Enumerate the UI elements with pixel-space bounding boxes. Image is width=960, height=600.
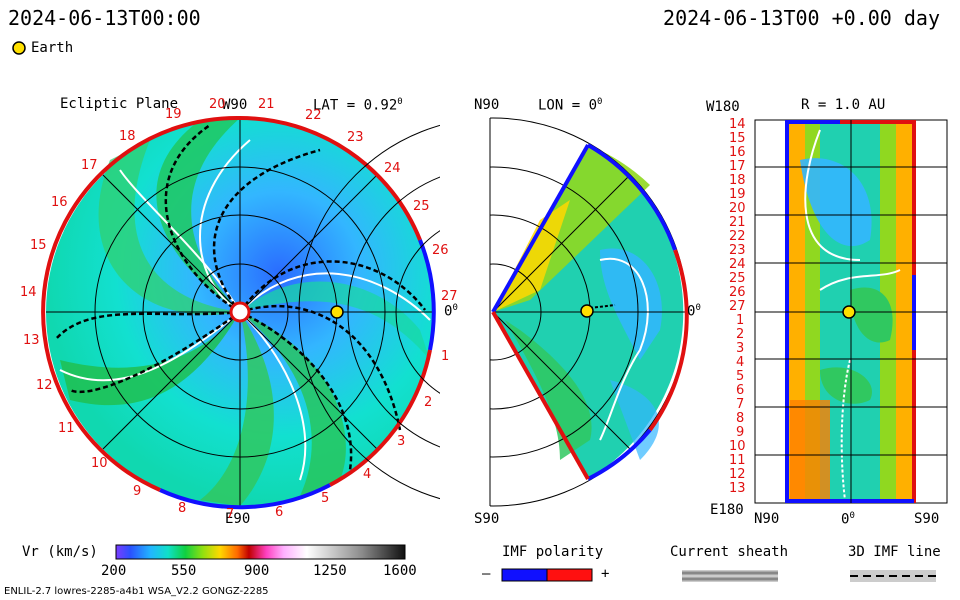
meridional-plot bbox=[298, 100, 689, 520]
colorbar-tick: 1250 bbox=[313, 563, 347, 579]
rotation-number: 10 bbox=[91, 456, 108, 471]
rotation-number: 1 bbox=[441, 349, 450, 364]
imf-polarity-positive bbox=[546, 568, 593, 582]
imf-polarity-negative bbox=[501, 568, 548, 582]
radial-r-label: R = 1.0 AU bbox=[801, 97, 886, 113]
radial-y-label: 1 bbox=[736, 313, 745, 328]
imf-polarity-plus: + bbox=[601, 566, 610, 582]
radial-bottom-left-label: E180 bbox=[710, 502, 744, 518]
colorbar-tick: 550 bbox=[171, 563, 197, 579]
rotation-number: 16 bbox=[51, 195, 68, 210]
radial-y-label: 13 bbox=[729, 481, 746, 496]
radial-top-left-label: W180 bbox=[706, 99, 740, 115]
ecliptic-title: Ecliptic Plane bbox=[60, 96, 179, 112]
footer-model-info: ENLIL-2.7 lowres-2285-a4b1 WSA_V2.2 GONG… bbox=[4, 586, 269, 597]
left-timestamp: 2024-06-13T00:00 bbox=[8, 6, 201, 30]
radial-y-label: 15 bbox=[729, 131, 746, 146]
lon-label: LON = 00 bbox=[538, 97, 603, 114]
rotation-number: 11 bbox=[58, 421, 75, 436]
radial-y-label: 17 bbox=[729, 159, 746, 174]
rotation-number: 2 bbox=[424, 395, 433, 410]
radial-x-label-s90: S90 bbox=[914, 511, 940, 527]
meridional-earth-marker bbox=[580, 304, 594, 318]
imf-polarity-minus: – bbox=[482, 566, 491, 582]
radial-y-label: 18 bbox=[729, 173, 746, 188]
rotation-number: 26 bbox=[432, 243, 449, 258]
imf-line-label: 3D IMF line bbox=[848, 544, 941, 560]
rotation-number: 6 bbox=[275, 505, 284, 520]
ecliptic-top-label: W90 bbox=[222, 97, 248, 113]
ecliptic-plot bbox=[41, 115, 436, 510]
radial-y-label: 27 bbox=[729, 299, 746, 314]
meridional-right-label: 00 bbox=[687, 303, 701, 320]
rotation-number: 15 bbox=[30, 238, 47, 253]
rotation-number: 4 bbox=[363, 467, 372, 482]
rotation-number: 17 bbox=[81, 158, 98, 173]
lat-label: LAT = 0.920 bbox=[313, 97, 403, 114]
radial-y-label: 2 bbox=[736, 327, 745, 342]
radial-y-label: 20 bbox=[729, 201, 746, 216]
radial-y-label: 16 bbox=[729, 145, 746, 160]
radial-y-label: 23 bbox=[729, 243, 746, 258]
earth-legend-label: Earth bbox=[31, 40, 74, 56]
earth-legend-marker bbox=[12, 41, 26, 55]
rotation-number: 18 bbox=[119, 129, 136, 144]
colorbar-tick: 200 bbox=[101, 563, 127, 579]
rotation-number: 14 bbox=[20, 285, 37, 300]
ecliptic-bottom-label: E90 bbox=[225, 511, 251, 527]
radial-plot bbox=[754, 119, 948, 504]
current-sheath-label: Current sheath bbox=[670, 544, 789, 560]
radial-y-label: 4 bbox=[736, 355, 745, 370]
radial-x-label-n90: N90 bbox=[754, 511, 780, 527]
rotation-number: 21 bbox=[258, 97, 275, 112]
rotation-number: 20 bbox=[209, 97, 226, 112]
radial-y-label: 5 bbox=[736, 369, 745, 384]
imf-polarity-label: IMF polarity bbox=[502, 544, 604, 560]
rotation-number: 13 bbox=[23, 333, 40, 348]
rotation-number: 19 bbox=[165, 107, 182, 122]
radial-y-label: 10 bbox=[729, 439, 746, 454]
radial-y-label: 14 bbox=[729, 117, 746, 132]
rotation-number: 9 bbox=[133, 484, 142, 499]
rotation-number: 7 bbox=[226, 507, 235, 522]
ecliptic-earth-marker bbox=[330, 305, 344, 319]
radial-y-label: 22 bbox=[729, 229, 746, 244]
rotation-number: 24 bbox=[384, 161, 401, 176]
radial-y-label: 19 bbox=[729, 187, 746, 202]
rotation-number: 23 bbox=[347, 130, 364, 145]
rotation-number: 12 bbox=[36, 378, 53, 393]
rotation-number: 22 bbox=[305, 108, 322, 123]
colorbar-tick: 900 bbox=[244, 563, 270, 579]
colorbar-tick: 1600 bbox=[383, 563, 417, 579]
radial-y-label: 26 bbox=[729, 285, 746, 300]
radial-y-label: 9 bbox=[736, 425, 745, 440]
rotation-number: 8 bbox=[178, 501, 187, 516]
colorbar-label: Vr (km/s) bbox=[22, 544, 98, 560]
radial-y-label: 8 bbox=[736, 411, 745, 426]
rotation-number: 3 bbox=[397, 434, 406, 449]
velocity-colorbar bbox=[115, 544, 406, 560]
rotation-number: 25 bbox=[413, 199, 430, 214]
ecliptic-right-label: 00 bbox=[444, 303, 458, 320]
radial-earth-marker bbox=[842, 305, 856, 319]
radial-y-label: 11 bbox=[729, 453, 746, 468]
meridional-bottom-label: S90 bbox=[474, 511, 500, 527]
radial-y-label: 6 bbox=[736, 383, 745, 398]
meridional-top-label: N90 bbox=[474, 97, 500, 113]
radial-y-label: 12 bbox=[729, 467, 746, 482]
radial-y-label: 25 bbox=[729, 271, 746, 286]
rotation-number: 27 bbox=[441, 289, 458, 304]
radial-x-label-zero: 00 bbox=[841, 511, 855, 528]
right-timestamp: 2024-06-13T00 +0.00 day bbox=[663, 6, 940, 30]
radial-y-label: 3 bbox=[736, 341, 745, 356]
radial-y-label: 24 bbox=[729, 257, 746, 272]
radial-y-label: 21 bbox=[729, 215, 746, 230]
rotation-number: 5 bbox=[321, 491, 330, 506]
radial-y-label: 7 bbox=[736, 397, 745, 412]
